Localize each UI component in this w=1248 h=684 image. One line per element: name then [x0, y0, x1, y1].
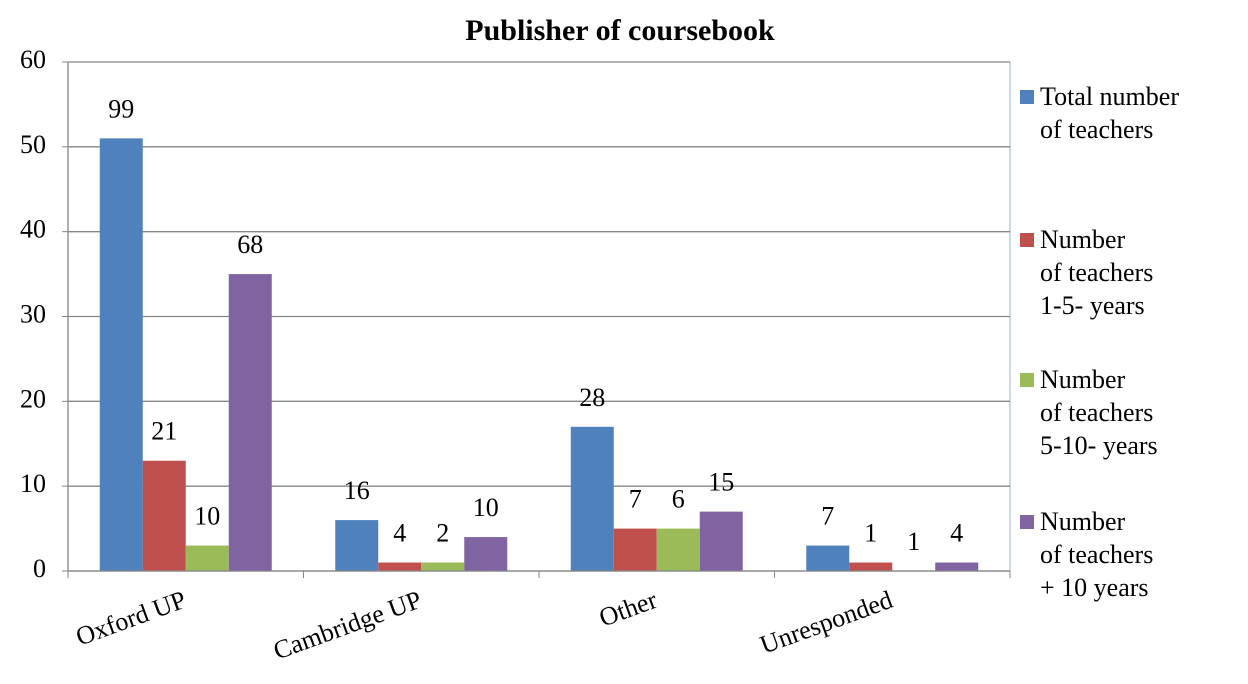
data-label: 2 [436, 518, 449, 547]
legend-label: Number of teachers 5-10- years [1040, 365, 1158, 460]
legend-swatch [1020, 373, 1034, 387]
data-label: 4 [393, 518, 406, 547]
y-tick-label: 10 [20, 469, 46, 498]
bar [142, 460, 186, 571]
data-label: 10 [473, 493, 499, 522]
data-label: 7 [629, 485, 642, 514]
chart-title: Publisher of coursebook [465, 14, 775, 47]
legend-label: Number of teachers 1-5- years [1040, 225, 1154, 320]
y-tick-label: 0 [33, 554, 46, 583]
x-tick-label: Oxford UP [72, 585, 190, 652]
data-label: 10 [194, 502, 220, 531]
data-label: 6 [672, 485, 685, 514]
data-label: 68 [237, 230, 263, 259]
bar [185, 545, 229, 571]
bar [613, 528, 657, 571]
bar [806, 545, 850, 571]
legend-label: Number of teachers + 10 years [1040, 507, 1154, 602]
y-tick-label: 20 [20, 384, 46, 413]
bar [378, 562, 422, 571]
data-label: 7 [821, 502, 834, 531]
y-tick-label: 30 [20, 299, 46, 328]
x-tick-label: Other [595, 585, 661, 633]
data-label: 99 [108, 94, 134, 123]
bar [421, 562, 465, 571]
x-tick-label: Cambridge UP [270, 585, 426, 665]
y-tick-label: 60 [20, 45, 46, 74]
legend-swatch [1020, 515, 1034, 529]
bar [464, 537, 508, 571]
legend-swatch [1020, 233, 1034, 247]
bar [849, 562, 893, 571]
legend-swatch [1020, 90, 1034, 104]
data-label: 1 [864, 518, 877, 547]
bar [656, 528, 700, 571]
legend-label: Total number of teachers [1040, 82, 1179, 144]
bar [228, 274, 272, 571]
data-label: 21 [151, 417, 177, 446]
x-tick-label: Unresponded [756, 585, 896, 660]
bar [699, 511, 743, 571]
bar [99, 138, 143, 571]
data-label: 1 [907, 527, 920, 556]
data-label: 16 [344, 476, 370, 505]
bar [335, 520, 379, 571]
data-label: 15 [708, 468, 734, 497]
y-tick-label: 50 [20, 130, 46, 159]
data-label: 4 [950, 518, 963, 547]
y-tick-label: 40 [20, 215, 46, 244]
bar [570, 426, 614, 571]
data-label: 28 [579, 383, 605, 412]
bar [935, 562, 979, 571]
